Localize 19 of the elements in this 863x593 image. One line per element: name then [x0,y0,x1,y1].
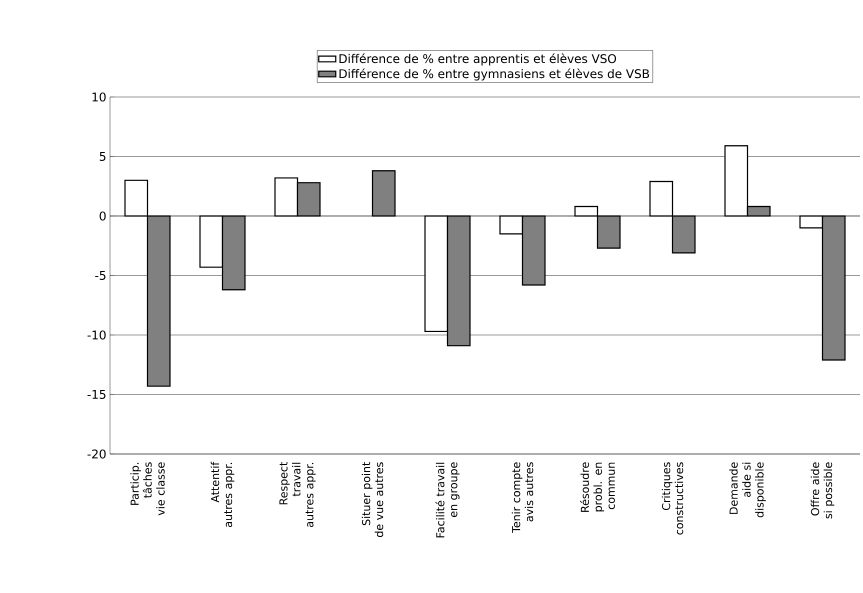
x-tick-label: Respect travail autres appr. [279,462,316,528]
x-tick-label: Tenir compte avis autres [512,462,534,533]
y-tick-label: -5 [95,271,106,280]
x-tick-label: Attentif autres appr. [210,462,234,528]
y-tick-label: 5 [100,152,106,161]
legend-label: Différence de % entre gymnasiens et élèves de VSB [340,68,650,81]
y-tick-label: -10 [88,330,106,340]
x-tick-label: Demande aide si disponible [729,462,766,518]
x-tick-label: Situer point de vue autres [362,462,384,538]
x-tick-label: Offre aide si possible [810,462,834,518]
legend-label: Différence de % entre apprentis et élèves VSO [340,53,616,66]
y-tick-label: 10 [92,92,106,102]
x-tick-label: Particip. tâches vie classe [130,462,165,516]
x-tick-label: Critiques constructives [662,462,684,535]
y-tick-label: 0 [100,211,106,221]
x-tick-label: Facilité travail en groupe [436,462,460,538]
y-tick-label: -20 [88,449,106,459]
y-tick-label: -15 [88,390,106,399]
x-tick-label: Résoudre probl. en commun [580,462,615,512]
